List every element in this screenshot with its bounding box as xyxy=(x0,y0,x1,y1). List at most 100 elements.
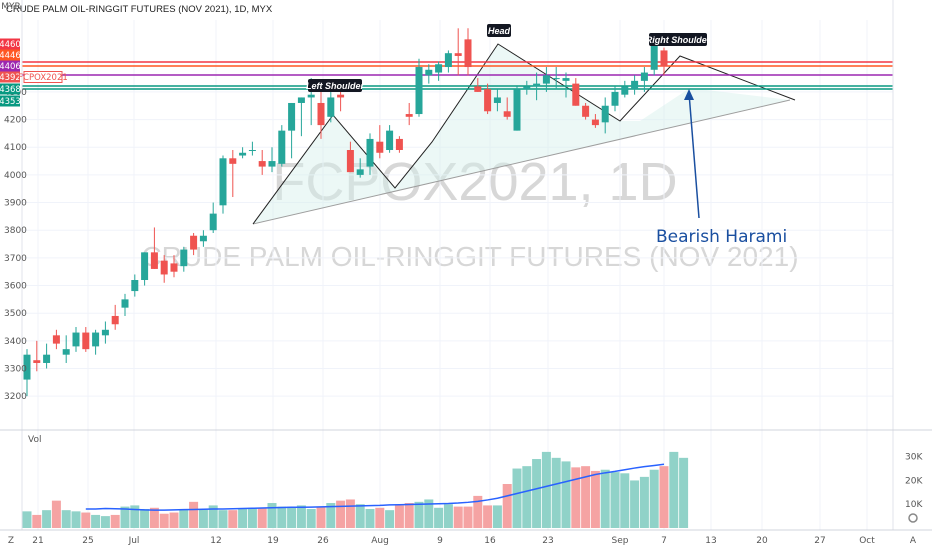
candle-body xyxy=(52,335,60,344)
annotation-label-box xyxy=(487,24,511,37)
price-badge xyxy=(0,49,20,61)
volume-bar xyxy=(541,451,551,528)
candle-body xyxy=(92,332,100,347)
price-badge-text: 4460 xyxy=(0,40,21,50)
candle-body xyxy=(72,332,80,347)
volume-bar xyxy=(630,480,640,528)
candle-body xyxy=(444,53,452,68)
volume-pane: Vol 30K 20K 10K xyxy=(22,435,923,528)
volume-bar xyxy=(463,506,473,528)
zoom-button-label[interactable]: Z xyxy=(8,536,14,546)
volume-bar xyxy=(571,467,581,528)
annotation-label: Left Shoulder xyxy=(306,81,364,91)
volume-bar xyxy=(355,504,365,528)
volume-bar xyxy=(149,507,159,528)
candle-body xyxy=(533,83,541,87)
candle-body xyxy=(464,39,472,68)
candle-body xyxy=(170,263,178,272)
time-tick-label: 16 xyxy=(484,536,496,546)
volume-bar xyxy=(208,505,218,528)
time-tick-label: 25 xyxy=(82,536,93,546)
volume-bar xyxy=(238,508,248,528)
auto-scale-label[interactable]: A xyxy=(910,536,917,546)
candle-body xyxy=(582,105,590,117)
volume-tick-label: 20K xyxy=(905,476,923,486)
neckline-support xyxy=(252,99,791,225)
candle-body xyxy=(346,150,354,173)
candle-body xyxy=(307,94,315,98)
candle-body xyxy=(435,64,443,73)
volume-bar xyxy=(424,499,434,528)
candle-body xyxy=(33,360,41,363)
auto-scale-button[interactable]: A xyxy=(910,536,917,546)
time-tick-label: 19 xyxy=(267,536,279,546)
volume-bar xyxy=(100,516,110,528)
price-tick-label: 4200 xyxy=(4,116,27,126)
volume-bar xyxy=(42,510,52,528)
candle-body xyxy=(405,114,413,117)
candle-body xyxy=(209,213,217,231)
price-tick-label: 4100 xyxy=(4,143,27,153)
candle-body xyxy=(366,138,374,167)
price-badge-text: 4368 xyxy=(0,85,21,95)
volume-bar xyxy=(110,514,120,528)
volume-tick-label: 10K xyxy=(905,500,923,510)
time-tick-label: 13 xyxy=(705,536,716,546)
candle-body xyxy=(199,235,207,242)
volume-bar xyxy=(247,507,257,528)
currency-label: MYR xyxy=(1,2,21,12)
candle-body xyxy=(278,130,286,164)
zoom-button[interactable]: Z xyxy=(8,536,14,546)
candle-body xyxy=(141,252,149,280)
candle-body xyxy=(317,102,325,126)
volume-bar xyxy=(198,508,208,528)
candle-body xyxy=(601,105,609,123)
candles xyxy=(23,28,668,397)
candle-body xyxy=(395,138,403,150)
candle-body xyxy=(454,53,462,56)
candle-body xyxy=(337,94,345,98)
candle-body xyxy=(180,249,188,267)
volume-bar xyxy=(287,506,297,528)
volume-bar xyxy=(91,514,101,528)
price-tick-label: 3500 xyxy=(4,309,27,319)
grid xyxy=(22,20,893,530)
candle-body xyxy=(386,130,394,150)
volume-bar xyxy=(590,470,600,528)
candle-body xyxy=(562,78,570,81)
volume-bar xyxy=(189,501,199,528)
time-tick-label: 12 xyxy=(210,536,221,546)
price-tick-label: 3300 xyxy=(4,365,27,375)
callout-arrow-head xyxy=(684,89,694,100)
price-tick-label: 3900 xyxy=(4,199,27,209)
settings-button[interactable] xyxy=(908,513,918,523)
watermark: FCPOX2021, 1D CRUDE PALM OIL-RINGGIT FUT… xyxy=(141,152,798,272)
candle-body xyxy=(190,235,198,250)
volume-bar xyxy=(473,495,483,528)
volume-bar xyxy=(316,506,326,528)
volume-bar xyxy=(365,508,375,528)
gear-icon[interactable] xyxy=(908,513,918,523)
time-tick-label: Jul xyxy=(128,536,140,546)
volume-bar xyxy=(120,506,130,528)
time-tick-label: 23 xyxy=(542,536,553,546)
candle-body xyxy=(248,150,256,151)
candle-body xyxy=(611,91,619,106)
price-tick-label: 3200 xyxy=(4,392,27,402)
volume-bar xyxy=(502,484,512,528)
volume-bar xyxy=(130,505,140,528)
price-tick-label: 3400 xyxy=(4,337,27,347)
price-tick-label: 4000 xyxy=(4,171,27,181)
candle-body xyxy=(239,152,247,156)
volume-bar xyxy=(492,505,502,528)
price-badge-text: 4446 xyxy=(0,51,21,61)
candle-body xyxy=(631,80,639,90)
volume-bar xyxy=(306,508,316,528)
volume-bar xyxy=(267,503,277,528)
volume-bar xyxy=(71,511,81,528)
candle-body xyxy=(572,83,580,106)
bearish-harami-callout: Bearish Harami xyxy=(656,227,787,247)
